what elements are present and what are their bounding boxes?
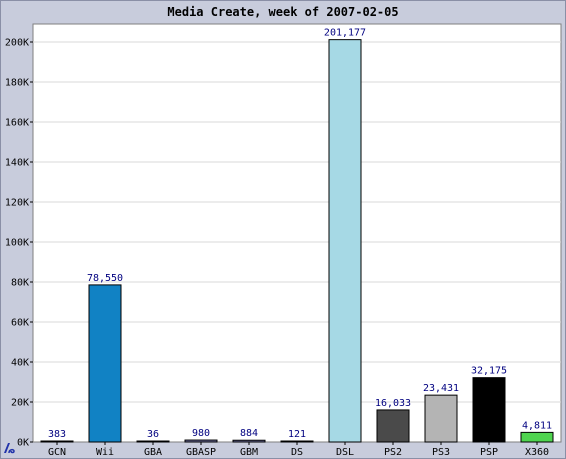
chart-title: Media Create, week of 2007-02-05: [167, 5, 398, 19]
bar-ps2: [376, 409, 410, 443]
x-tick-label: PSP: [480, 447, 498, 458]
bar-psp: [472, 377, 506, 443]
bar-gba: [136, 440, 170, 443]
x-tick-label: DS: [291, 447, 303, 458]
bar-ps3: [424, 394, 458, 443]
data-label-dsl: 201,177: [324, 28, 366, 39]
bar-wii: [88, 284, 122, 443]
bar-gcn: [40, 440, 74, 443]
chart-logo-icon: [4, 443, 15, 454]
x-tick-label: Wii: [96, 447, 114, 458]
bars: 383 78,550 36 980 884 121 201,177 16,033 23,431 3…: [40, 28, 554, 443]
x-tick-label: X360: [525, 447, 549, 458]
bar-ds: [280, 440, 314, 443]
y-tick-label: 80K: [11, 278, 29, 289]
data-label-gbm: 884: [240, 428, 258, 439]
y-axis-ticks: 0K 20K 40K 60K 80K 100K 120K 140K 160K 180K 200K: [5, 38, 33, 449]
data-label-ps2: 16,033: [375, 398, 411, 409]
y-tick-label: 160K: [5, 118, 29, 129]
x-tick-label: GCN: [48, 447, 66, 458]
y-tick-label: 120K: [5, 198, 29, 209]
data-label-x360: 4,811: [522, 420, 552, 431]
y-tick-label: 40K: [11, 358, 29, 369]
gridlines: [33, 41, 561, 403]
data-label-ps3: 23,431: [423, 383, 459, 394]
bar-gbasp: [184, 439, 218, 443]
x-tick-label: PS2: [384, 447, 402, 458]
data-label-gcn: 383: [48, 429, 66, 440]
y-tick-label: 20K: [11, 398, 29, 409]
bar-dsl: [328, 39, 362, 443]
y-tick-label: 140K: [5, 158, 29, 169]
y-tick-label: 100K: [5, 238, 29, 249]
y-tick-label: 60K: [11, 318, 29, 329]
y-tick-label: 200K: [5, 38, 29, 49]
x-axis-ticks: GCN Wii GBA GBASP GBM DS DSL PS2 PS3 PSP X360: [48, 442, 549, 458]
y-tick-label: 180K: [5, 78, 29, 89]
x-tick-label: GBASP: [186, 447, 216, 458]
data-label-wii: 78,550: [87, 273, 123, 284]
x-tick-label: GBM: [240, 447, 258, 458]
data-label-gba: 36: [147, 429, 159, 440]
y-tick-label: 0K: [17, 438, 29, 449]
data-label-psp: 32,175: [471, 366, 507, 377]
x-tick-label: PS3: [432, 447, 450, 458]
x-tick-label: GBA: [144, 447, 162, 458]
bar-x360: [520, 431, 554, 443]
bar-gbm: [232, 439, 266, 443]
data-label-ds: 121: [288, 429, 306, 440]
data-label-gbasp: 980: [192, 428, 210, 439]
x-tick-label: DSL: [336, 447, 354, 458]
